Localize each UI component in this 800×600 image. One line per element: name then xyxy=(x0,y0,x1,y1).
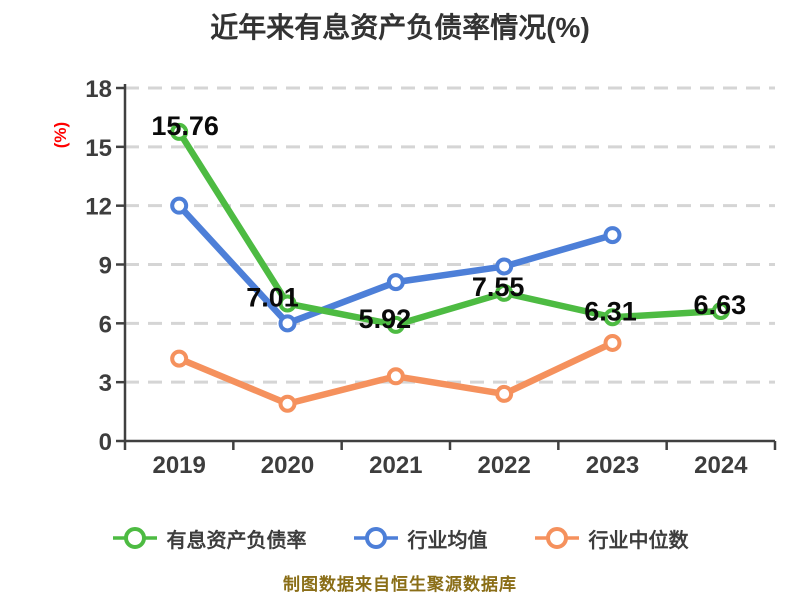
series-1-point-2020 xyxy=(278,314,297,333)
y-tick-label: 6 xyxy=(99,311,112,338)
legend-label-main-series: 有息资产负债率 xyxy=(166,529,307,552)
y-tick-label: 9 xyxy=(99,253,112,280)
legend: 有息资产负债率 行业均值 行业中位数 xyxy=(0,518,800,558)
series-0-point-2020 xyxy=(278,294,297,313)
series-0-point-2022 xyxy=(495,283,514,302)
series-2-point-2020 xyxy=(278,394,297,413)
legend-line-point-icon xyxy=(112,527,157,549)
data-source-watermark: 制图数据来自恒生聚源数据库 xyxy=(283,575,517,594)
series-line-0 xyxy=(175,128,725,329)
series-1-point-2021 xyxy=(386,273,405,292)
x-tick-label: 2021 xyxy=(369,452,422,479)
chart-title: 近年来有息资产负债率情况(%) xyxy=(210,12,590,43)
series-2-point-2021 xyxy=(386,367,405,386)
series-0-point-2021 xyxy=(386,315,405,334)
series-1-point-2023 xyxy=(603,226,622,245)
data-label-2020: 7.01 xyxy=(246,283,299,313)
series-0-point-2019 xyxy=(170,122,189,141)
series-1-point-2022 xyxy=(495,257,514,276)
legend-line-point-icon xyxy=(534,527,579,549)
y-tick-label: 18 xyxy=(85,76,112,103)
legend-label-industry-mean: 行业均值 xyxy=(407,529,488,552)
series-2-point-2022 xyxy=(495,384,514,403)
legend-item-industry-mean: 行业均值 xyxy=(353,524,488,553)
legend-label-industry-median: 行业中位数 xyxy=(588,529,689,552)
y-tick-label: 12 xyxy=(85,194,112,221)
series-2-point-2023 xyxy=(603,333,622,352)
y-tick-label: 3 xyxy=(99,370,112,397)
legend-item-industry-median: 行业中位数 xyxy=(534,524,689,553)
y-tick-label: 0 xyxy=(99,429,112,456)
x-tick-label: 2024 xyxy=(694,452,748,479)
data-label-2019: 15.76 xyxy=(151,111,219,141)
series-1-point-2019 xyxy=(170,196,189,215)
legend-item-main-series: 有息资产负债率 xyxy=(112,524,307,553)
legend-line-point-icon xyxy=(353,527,398,549)
data-label-2021: 5.92 xyxy=(359,304,412,334)
series-0-point-2023 xyxy=(603,308,622,327)
data-label-2023: 6.31 xyxy=(584,296,637,326)
series-2-point-2019 xyxy=(170,349,189,368)
data-label-2024: 6.63 xyxy=(694,290,747,320)
series-0-point-2024 xyxy=(711,301,730,320)
y-axis-unit-label: (%) xyxy=(51,121,70,149)
x-tick-label: 2020 xyxy=(261,452,314,479)
x-tick-label: 2019 xyxy=(152,452,205,479)
data-label-2022: 7.55 xyxy=(472,272,525,302)
x-tick-label: 2023 xyxy=(586,452,639,479)
y-tick-label: 15 xyxy=(85,135,112,162)
x-tick-label: 2022 xyxy=(477,452,530,479)
